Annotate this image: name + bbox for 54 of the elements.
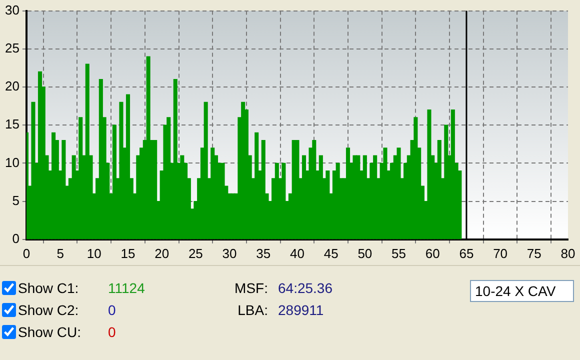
y-tick-label: 10 xyxy=(4,154,20,170)
x-tick-label: 75 xyxy=(526,246,542,261)
y-tick-label: 30 xyxy=(4,2,20,18)
text: 64:25.36 xyxy=(278,280,332,296)
text: 289911 xyxy=(278,302,324,318)
bar xyxy=(153,140,158,240)
bar xyxy=(295,140,300,240)
text: Show C1: xyxy=(18,280,79,296)
text: 0 xyxy=(108,324,116,340)
x-tick-label: 65 xyxy=(459,246,474,261)
x-tick-label: 30 xyxy=(222,246,237,261)
y-tick-label: 25 xyxy=(4,40,20,56)
y-tick-label: 20 xyxy=(4,78,20,94)
bar xyxy=(326,170,330,240)
x-tick-label: 45 xyxy=(324,246,338,261)
x-tick-label: 55 xyxy=(392,246,406,261)
bar xyxy=(396,148,401,240)
y-tick-label: 15 xyxy=(4,116,20,132)
text: 11124 xyxy=(108,280,145,296)
text: Show CU: xyxy=(18,324,82,340)
text: MSF: xyxy=(234,280,268,296)
text: Show C2: xyxy=(18,302,79,318)
bar xyxy=(119,102,124,240)
bar xyxy=(450,110,455,240)
x-tick-label: 70 xyxy=(493,246,508,261)
bar xyxy=(78,117,83,240)
bar xyxy=(220,162,225,240)
bar xyxy=(112,124,116,240)
y-tick-label: 5 xyxy=(12,192,20,208)
bar xyxy=(282,162,286,240)
x-tick-label: 5 xyxy=(56,246,64,261)
bar xyxy=(31,102,36,240)
bar xyxy=(62,140,66,240)
x-tick-label: 0 xyxy=(22,246,30,261)
bar xyxy=(383,148,388,240)
bar xyxy=(126,94,130,240)
x-tick-label: 10 xyxy=(86,246,102,261)
x-tick-label: 35 xyxy=(256,246,271,261)
x-tick-label: 50 xyxy=(358,246,372,261)
bar xyxy=(427,110,432,240)
bar xyxy=(312,140,316,240)
bar xyxy=(254,132,259,240)
x-tick-label: 15 xyxy=(120,246,136,261)
text: 0 xyxy=(108,302,116,318)
y-tick-label: 0 xyxy=(12,230,20,246)
bar xyxy=(414,117,418,240)
x-tick-label: 25 xyxy=(188,246,203,261)
x-tick-label: 20 xyxy=(154,246,170,261)
text: LBA: xyxy=(238,302,268,318)
x-tick-label: 40 xyxy=(290,246,304,261)
x-tick-label: 80 xyxy=(560,246,576,261)
bar xyxy=(166,117,171,240)
x-tick-label: 60 xyxy=(425,246,440,261)
text: 10-24 X CAV xyxy=(470,280,574,302)
